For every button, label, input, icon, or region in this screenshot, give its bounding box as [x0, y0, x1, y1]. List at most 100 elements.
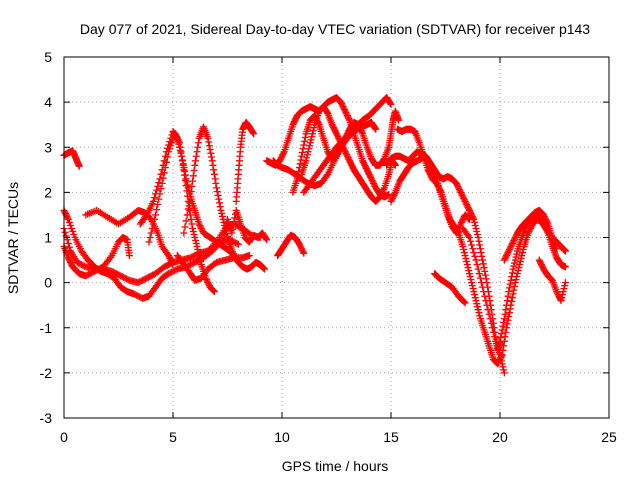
data-point-marker: [507, 276, 515, 284]
data-point-marker: [180, 229, 188, 237]
data-point-marker: [468, 211, 476, 219]
data-point-marker: [333, 152, 340, 160]
data-point-marker: [164, 153, 172, 161]
data-point-marker: [473, 300, 481, 308]
data-point-marker: [330, 125, 338, 133]
data-point-marker: [516, 261, 524, 269]
data-point-marker: [176, 139, 184, 147]
data-point-marker: [197, 224, 205, 232]
data-point-marker: [149, 197, 157, 205]
data-point-marker: [196, 221, 204, 229]
data-point-marker: [347, 160, 355, 168]
data-point-marker: [348, 161, 356, 169]
data-point-marker: [471, 294, 479, 302]
data-point-marker: [508, 297, 516, 305]
y-tick-label: -3: [40, 410, 53, 426]
data-point-marker: [510, 262, 518, 270]
series-arc-24: [535, 256, 569, 305]
data-point-marker: [436, 185, 444, 193]
data-point-marker: [181, 176, 189, 184]
data-point-marker: [358, 128, 366, 136]
data-point-marker: [511, 234, 519, 241]
data-point-marker: [391, 161, 399, 169]
data-point-marker: [214, 191, 222, 199]
data-point-marker: [262, 235, 270, 243]
data-point-marker: [387, 100, 395, 108]
data-point-marker: [471, 218, 479, 226]
data-point-marker: [475, 309, 483, 317]
data-point-marker: [167, 142, 175, 150]
y-tick-label: 4: [44, 94, 52, 110]
data-point-marker: [505, 284, 513, 292]
data-point-marker: [333, 131, 341, 139]
data-point-marker: [279, 151, 287, 159]
data-point-marker: [469, 245, 477, 253]
data-point-marker: [489, 328, 497, 336]
data-point-marker: [503, 320, 511, 328]
data-point-marker: [205, 280, 213, 288]
data-point-marker: [178, 157, 186, 165]
data-point-marker: [505, 288, 513, 296]
data-point-marker: [497, 330, 505, 338]
data-point-marker: [177, 148, 185, 156]
data-point-marker: [64, 254, 72, 262]
data-point-marker: [482, 297, 490, 305]
data-point-marker: [291, 116, 299, 124]
data-point-marker: [527, 224, 535, 232]
data-point-marker: [508, 269, 516, 277]
data-point-marker: [470, 215, 478, 223]
data-point-marker: [331, 127, 339, 135]
data-point-marker: [463, 258, 471, 266]
data-point-marker: [194, 249, 202, 257]
data-point-marker: [75, 162, 83, 170]
data-point-marker: [498, 326, 506, 334]
x-tick-label: 20: [492, 429, 508, 445]
y-tick-label: 2: [44, 184, 52, 200]
data-point-marker: [340, 145, 348, 153]
data-point-marker: [289, 121, 297, 129]
data-point-marker: [475, 270, 483, 278]
data-point-marker: [459, 215, 467, 223]
data-point-marker: [175, 137, 183, 145]
data-point-marker: [218, 212, 226, 220]
data-point-marker: [191, 161, 199, 169]
data-point-marker: [380, 185, 388, 193]
data-point-marker: [229, 221, 237, 229]
data-point-marker: [304, 148, 312, 156]
data-point-marker: [386, 99, 394, 107]
data-point-marker: [508, 241, 516, 249]
data-point-marker: [323, 172, 331, 180]
data-point-marker: [342, 109, 350, 117]
data-point-marker: [142, 212, 150, 220]
data-point-marker: [357, 127, 365, 135]
data-point-marker: [472, 224, 480, 232]
data-point-marker: [158, 179, 166, 187]
data-point-marker: [472, 256, 480, 264]
data-point-marker: [461, 197, 469, 205]
data-point-marker: [206, 146, 214, 154]
data-point-marker: [181, 171, 189, 179]
data-point-marker: [176, 143, 184, 151]
data-point-marker: [156, 190, 164, 198]
data-point-marker: [433, 179, 441, 187]
data-point-marker: [153, 186, 161, 194]
data-point-marker: [186, 193, 194, 201]
data-point-marker: [277, 154, 285, 162]
data-point-marker: [196, 255, 204, 263]
chart-title: Day 077 of 2021, Sidereal Day-to-day VTE…: [80, 21, 590, 37]
series-arc-07: [145, 130, 218, 296]
data-point-marker: [359, 157, 367, 165]
data-point-marker: [155, 195, 163, 203]
data-point-marker: [434, 181, 442, 189]
data-point-marker: [303, 151, 311, 159]
data-point-marker: [506, 305, 514, 313]
data-point-marker: [173, 133, 181, 141]
data-point-marker: [561, 282, 569, 290]
y-tick-label: -1: [40, 320, 53, 336]
data-point-marker: [481, 267, 489, 275]
data-point-marker: [465, 270, 473, 278]
data-point-marker: [249, 129, 257, 137]
data-point-marker: [356, 125, 364, 133]
data-point-marker: [465, 234, 473, 241]
y-tick-label: -2: [40, 365, 53, 381]
